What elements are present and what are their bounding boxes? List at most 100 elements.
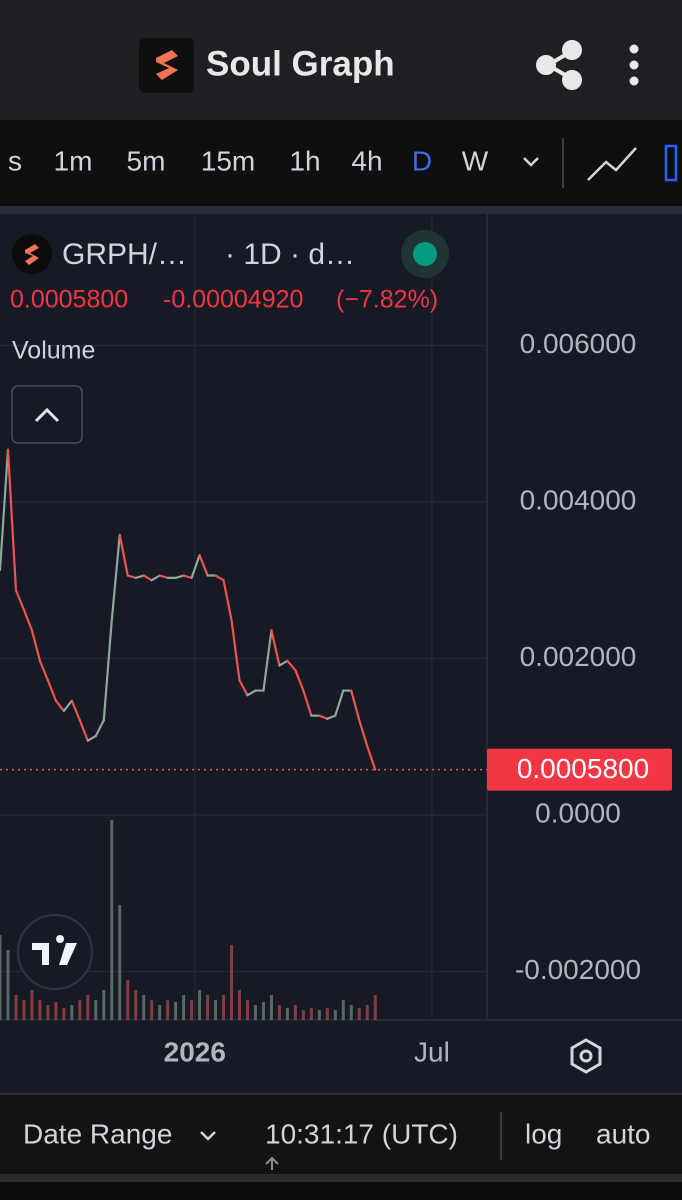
chart-settings-dot — [579, 1049, 593, 1063]
volume-bar — [365, 1005, 369, 1020]
interval-button[interactable]: D — [412, 145, 432, 176]
price-segment — [350, 689, 361, 722]
volume-bar — [182, 995, 186, 1020]
volume-bar — [277, 1005, 281, 1020]
volume-bar — [78, 1000, 82, 1020]
volume-bar — [142, 995, 146, 1020]
price-segment — [294, 669, 305, 692]
price-segment — [102, 619, 113, 722]
price-segment — [70, 699, 81, 722]
symbol-icon — [12, 234, 52, 274]
price-segment — [30, 629, 42, 662]
y-tick-label: -0.002000 — [515, 954, 641, 985]
price-segment — [222, 579, 233, 622]
price-segment — [54, 699, 65, 713]
toolbar — [0, 120, 682, 206]
volume-bar — [301, 1010, 305, 1020]
price-segment — [94, 719, 105, 738]
volume-bar — [206, 995, 210, 1020]
date-range-button[interactable]: Date Range — [23, 1118, 172, 1149]
gesture-strip — [0, 1174, 682, 1182]
log-toggle[interactable]: log — [525, 1118, 562, 1149]
resize-handle[interactable] — [265, 1156, 279, 1200]
volume-bar — [333, 1010, 337, 1020]
last-price: 0.0005800 — [10, 286, 128, 314]
price-segment — [62, 699, 73, 713]
collapse-chevron — [34, 407, 60, 423]
price-segment — [0, 448, 10, 572]
price-segment — [46, 679, 57, 702]
price-segment — [126, 574, 137, 579]
price-segment — [22, 608, 34, 632]
auto-toggle[interactable]: auto — [596, 1118, 651, 1149]
volume-bar — [166, 1000, 170, 1020]
price-segment — [302, 689, 313, 717]
price-segment — [366, 745, 377, 771]
candle-type-button[interactable] — [664, 144, 678, 182]
share-button[interactable] — [536, 40, 582, 90]
tv-logo[interactable] — [17, 914, 93, 990]
volume-bar — [6, 950, 10, 1020]
price-segment — [278, 659, 289, 667]
interval-button[interactable]: s — [8, 145, 22, 176]
volume-bar — [349, 1005, 353, 1020]
volume-bar — [230, 945, 234, 1020]
price-segment — [174, 574, 185, 579]
volume-bar — [126, 980, 130, 1020]
volume-bar — [102, 990, 106, 1020]
volume-bar — [30, 990, 34, 1020]
volume-bar — [14, 995, 18, 1020]
collapse-legend-button[interactable] — [11, 385, 83, 444]
price-change: -0.00004920 — [163, 286, 303, 314]
interval-button[interactable]: 4h — [351, 145, 382, 176]
logo-mark — [156, 50, 178, 80]
price-segment — [86, 734, 97, 742]
volume-bar — [54, 1002, 58, 1020]
price-segment — [246, 689, 257, 697]
clock: 10:31:17 (UTC) — [265, 1118, 458, 1149]
price-segment — [334, 689, 345, 717]
volume-bar — [309, 1008, 313, 1020]
app-title: Soul Graph — [206, 44, 395, 83]
y-tick-label: 0.006000 — [520, 328, 637, 359]
volume-bar — [0, 935, 2, 1020]
price-segment — [110, 533, 121, 622]
interval-label: · 1D · d… — [225, 238, 355, 271]
interval-button[interactable]: 1h — [289, 145, 320, 176]
symbol-icon-mark — [25, 244, 39, 265]
price-segment — [182, 574, 193, 579]
symbol-name[interactable]: GRPH/… — [62, 238, 187, 271]
chart-type-button[interactable] — [587, 147, 637, 181]
volume-bar — [190, 1000, 194, 1020]
volume-bar — [253, 1005, 257, 1020]
last-price-tag — [487, 748, 672, 791]
price-segment — [318, 714, 329, 720]
volume-bar — [118, 905, 122, 1020]
price-segment — [118, 533, 129, 577]
tv-logo-mark — [32, 935, 77, 965]
chart-settings[interactable] — [570, 1038, 602, 1074]
price-segment — [190, 554, 201, 579]
price-segment — [14, 589, 26, 612]
price-segment — [262, 629, 273, 692]
interval-button[interactable]: 5m — [127, 145, 166, 176]
more-intervals[interactable] — [523, 157, 539, 167]
volume-bar — [150, 1000, 154, 1020]
volume-bar — [174, 1002, 178, 1020]
volume-bar — [325, 1008, 329, 1020]
price-segment — [198, 554, 209, 577]
x-tick-label: 2026 — [164, 1036, 226, 1067]
volume-bar — [158, 1005, 162, 1020]
header-bar — [0, 0, 682, 120]
volume-bar — [22, 1000, 26, 1020]
volume-bar — [285, 1008, 289, 1020]
price-segment — [78, 719, 89, 742]
volume-bar — [238, 990, 242, 1020]
menu-button[interactable] — [629, 44, 639, 86]
interval-button[interactable]: 1m — [54, 145, 93, 176]
interval-button[interactable]: W — [462, 145, 489, 176]
price-segment — [230, 619, 241, 682]
interval-button[interactable]: 15m — [201, 145, 255, 176]
